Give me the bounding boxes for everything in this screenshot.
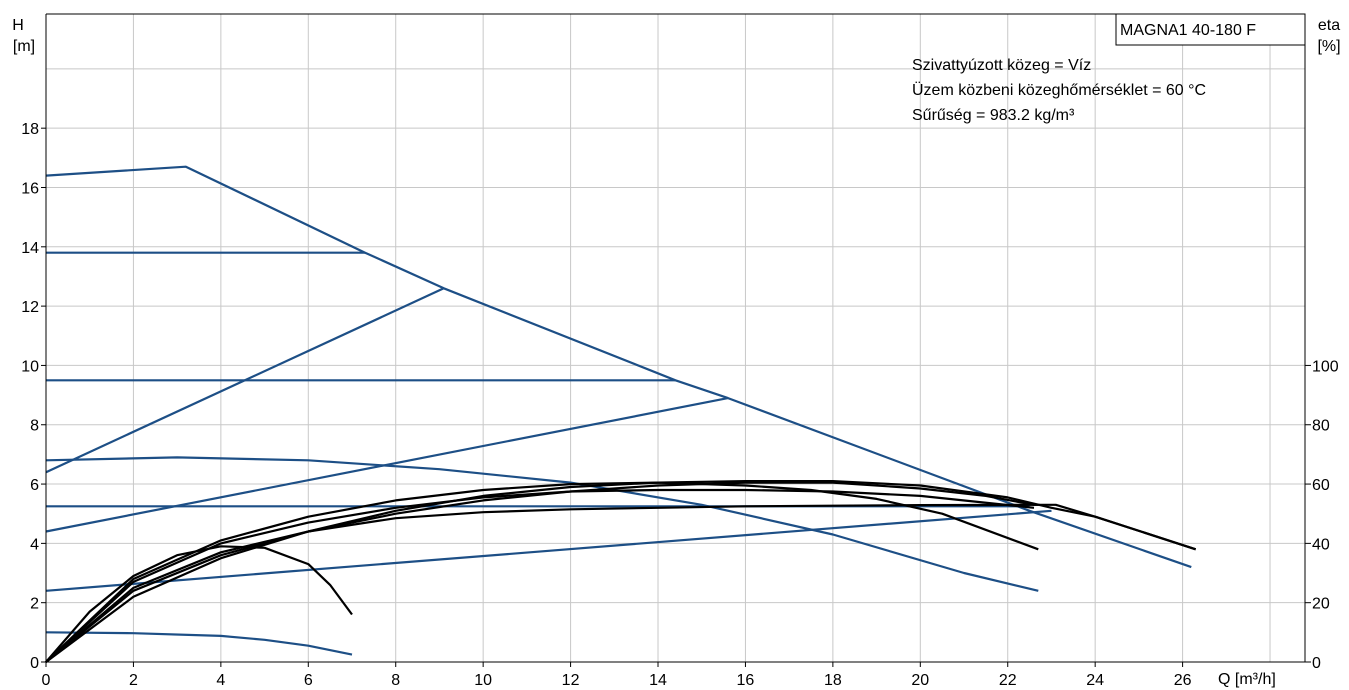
x-tick-label: 0 [42,672,51,689]
x-tick-label: 10 [474,672,492,689]
x-tick-label: 2 [129,672,138,689]
efficiency-curve-2 [45,488,1035,663]
x-tick-label: 4 [216,672,225,689]
x-tick-label: 14 [649,672,667,689]
x-tick-label: 22 [999,672,1017,689]
x-tick-label: 26 [1174,672,1192,689]
head-curve-7 [45,456,1039,592]
x-tick-label: 16 [737,672,755,689]
axes [45,13,1306,663]
info-fluid: Szivattyúzott közeg = Víz [912,57,1091,74]
tick-labels: 0 2 4 6 8 10 12 14 16 18 20 22 24 2602468101214161802… [21,121,1339,689]
title-box [1115,13,1306,46]
efficiency-curve-5 [45,480,1197,663]
head-curve-8 [45,631,353,656]
y2-tick-label: 80 [1312,418,1330,435]
efficiency-curve-0 [45,545,353,663]
efficiency-curve-1 [45,503,1039,663]
y-tick-label: 12 [21,299,39,316]
y-tick-label: 10 [21,358,39,375]
y2-tick-label: 60 [1312,477,1330,494]
chart-title: MAGNA1 40-180 F [1120,22,1256,39]
plot-series [45,165,1197,663]
y-tick-label: 16 [21,180,39,197]
y-tick-label: 0 [30,655,39,672]
x-axis-label: Q [m³/h] [1218,671,1276,688]
efficiency-curve-3 [45,481,1039,663]
x-tick-label: 12 [562,672,580,689]
info-temperature: Üzem közbeni közeghőmérséklet = 60 °C [912,81,1206,99]
y-tick-label: 14 [21,240,39,257]
y2-tick-label: 20 [1312,596,1330,613]
y2-tick-label: 100 [1312,358,1339,375]
x-tick-label: 20 [911,672,929,689]
y2-axis-label-symbol: eta [1318,17,1340,34]
x-tick-label: 18 [824,672,842,689]
y2-axis-label-unit: [%] [1317,38,1340,55]
x-tick-label: 6 [304,672,313,689]
info-density: Sűrűség = 983.2 kg/m³ [912,107,1075,124]
y-tick-label: 6 [30,477,39,494]
head-curve-6 [45,509,1052,592]
x-tick-label: 24 [1086,672,1104,689]
y2-tick-label: 40 [1312,536,1330,553]
y-tick-label: 4 [30,536,39,553]
head-curve-4 [45,287,445,474]
y2-tick-label: 0 [1312,655,1321,672]
y-axis-label-symbol: H [12,17,24,34]
y-tick-label: 2 [30,596,39,613]
grid [46,14,1305,662]
y-axis-label-unit: [m] [13,38,35,55]
x-tick-label: 8 [391,672,400,689]
y-tick-label: 18 [21,121,39,138]
efficiency-curve-4 [45,481,1197,663]
y-tick-label: 8 [30,418,39,435]
head-curve-0 [45,165,1192,569]
